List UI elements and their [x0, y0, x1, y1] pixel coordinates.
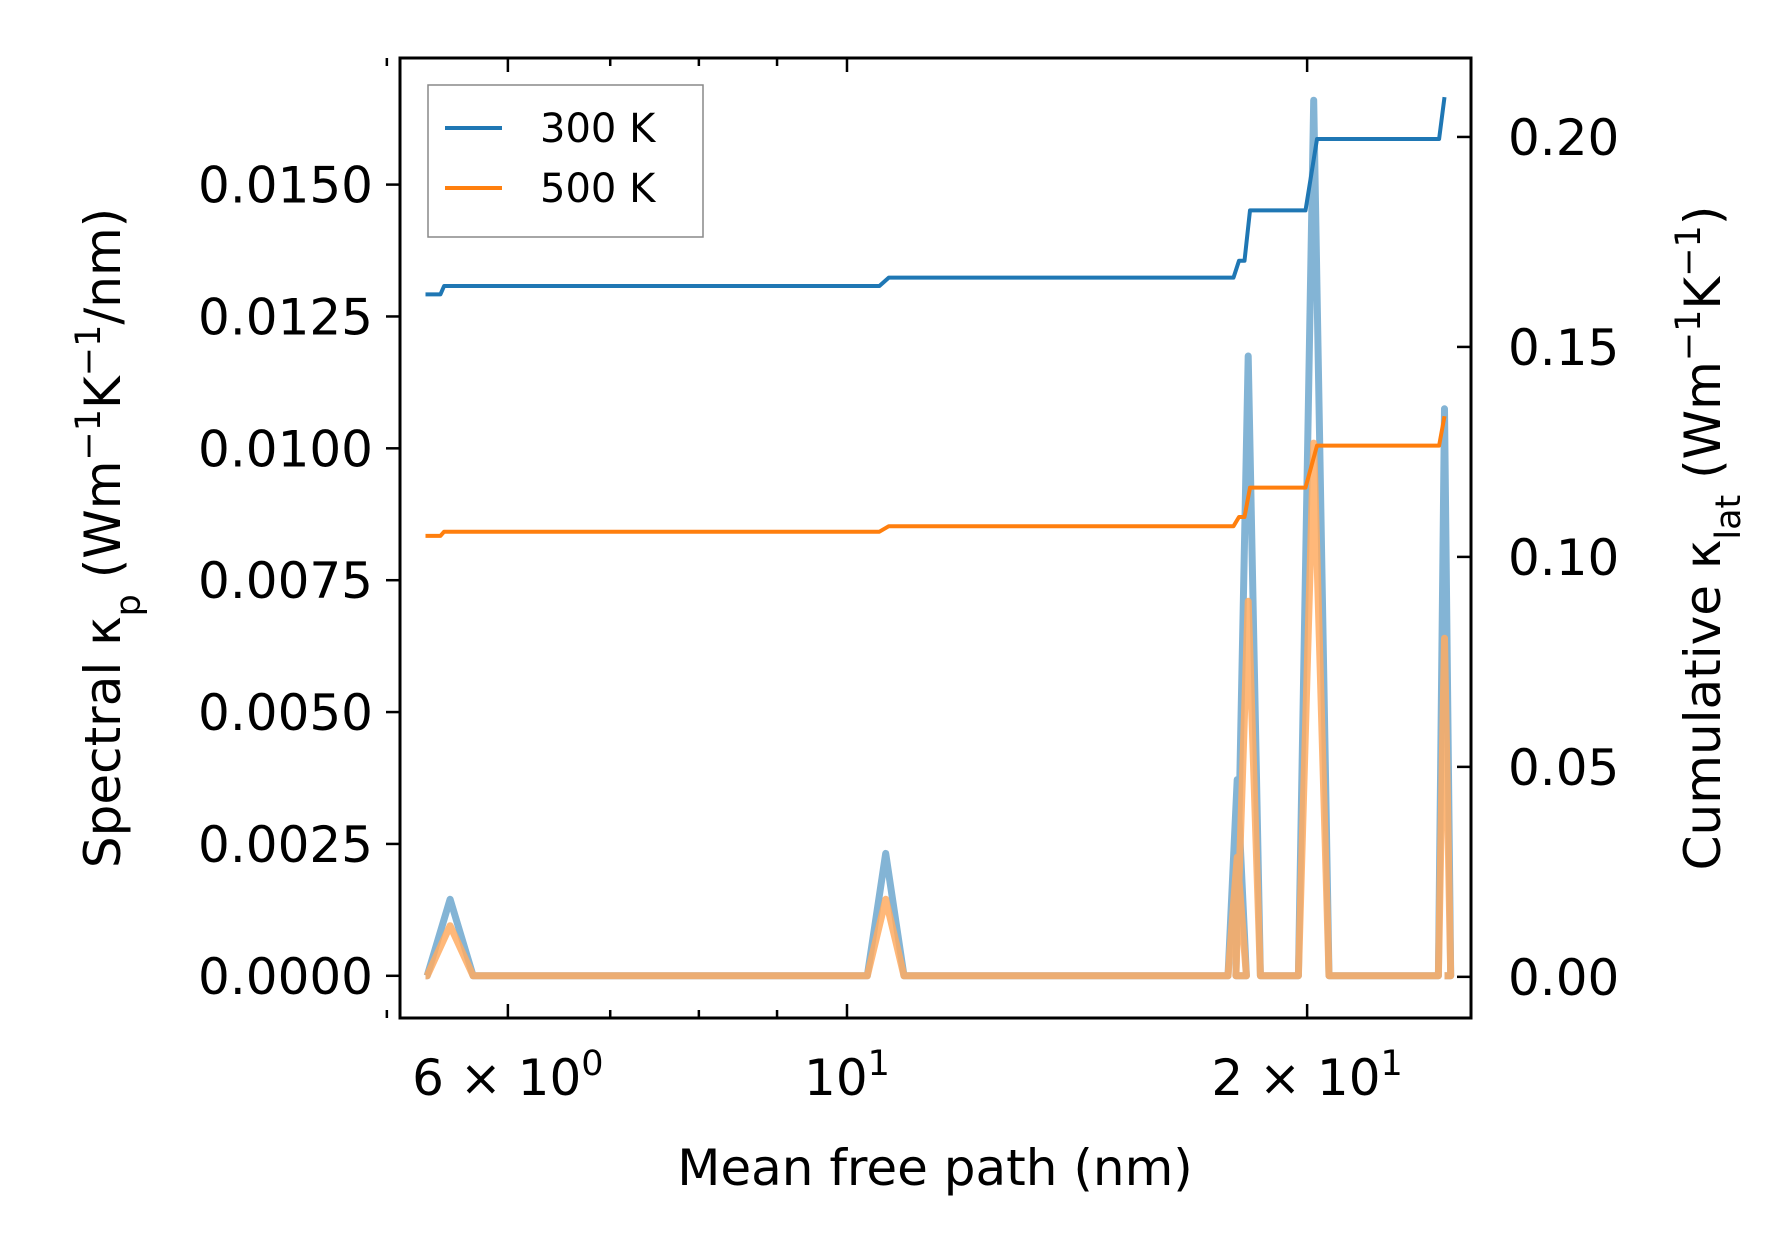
x-tick-label: 2 × 101: [1211, 1044, 1402, 1107]
y-right-label-sub: lat: [1709, 495, 1749, 540]
y-right-label-sup2: −1: [1669, 225, 1709, 277]
cumulative-line-500k: [425, 415, 1447, 538]
x-tick-label: 101: [804, 1044, 890, 1107]
y-right-tick-label: 0.20: [1508, 109, 1619, 167]
y-left-tick-label: 0.0100: [198, 420, 373, 478]
legend-box: [427, 84, 704, 238]
y-left-tick-label: 0.0150: [198, 157, 373, 215]
y-right-label-units-a: (Wm: [1674, 361, 1732, 495]
x-tick-label: 6 × 100: [412, 1044, 603, 1107]
y-left-label-prefix: Spectral κ: [74, 616, 132, 868]
y-left-label-units-a: (Wm: [74, 461, 132, 595]
cumulative-layer: [425, 96, 1447, 538]
legend-label-300k: 300 K: [540, 106, 657, 152]
y-left-label-sup2: −1: [69, 325, 109, 377]
y-left-tick-label: 0.0000: [198, 948, 373, 1006]
y-left-label-units-b: K: [74, 375, 132, 409]
y-left-label-sup1: −1: [69, 409, 109, 461]
spectral-layer: [423, 96, 1455, 980]
cumulative-line-300k: [425, 96, 1447, 297]
y-right-label-units-b: K: [1674, 276, 1732, 310]
y-right-tick-label: 0.10: [1508, 529, 1619, 587]
legend: 300 K 500 K: [427, 84, 704, 238]
y-left-tick-label: 0.0125: [198, 288, 373, 346]
y-axis-left-label: Spectral κp (Wm−1K−1/nm): [69, 208, 149, 868]
y-left-label-units-c: /nm): [74, 208, 132, 325]
x-axis-label: Mean free path (nm): [677, 1139, 1193, 1197]
y-left-label-sub: p: [109, 594, 149, 616]
y-left-tick-label: 0.0025: [198, 816, 373, 874]
y-left-tick-label: 0.0050: [198, 684, 373, 742]
y-axis-right-label: Cumulative κlat (Wm−1K−1): [1669, 206, 1749, 871]
y-right-tick-label: 0.05: [1508, 739, 1619, 797]
y-right-label-prefix: Cumulative κ: [1674, 540, 1732, 871]
y-left-tick-label: 0.0075: [198, 552, 373, 610]
y-right-tick-label: 0.00: [1508, 949, 1619, 1007]
plot-frame: [398, 56, 1473, 1020]
y-right-label-units-c: ): [1674, 206, 1732, 226]
spectral-series-500k: [423, 439, 1455, 980]
legend-label-500k: 500 K: [540, 166, 657, 212]
ticks-layer: 6 × 100 101 2 × 101 0.0000 0.0025 0.0050 0.007…: [198, 58, 1619, 1107]
y-right-tick-label: 0.15: [1508, 319, 1619, 377]
y-right-label-sup1: −1: [1669, 310, 1709, 362]
